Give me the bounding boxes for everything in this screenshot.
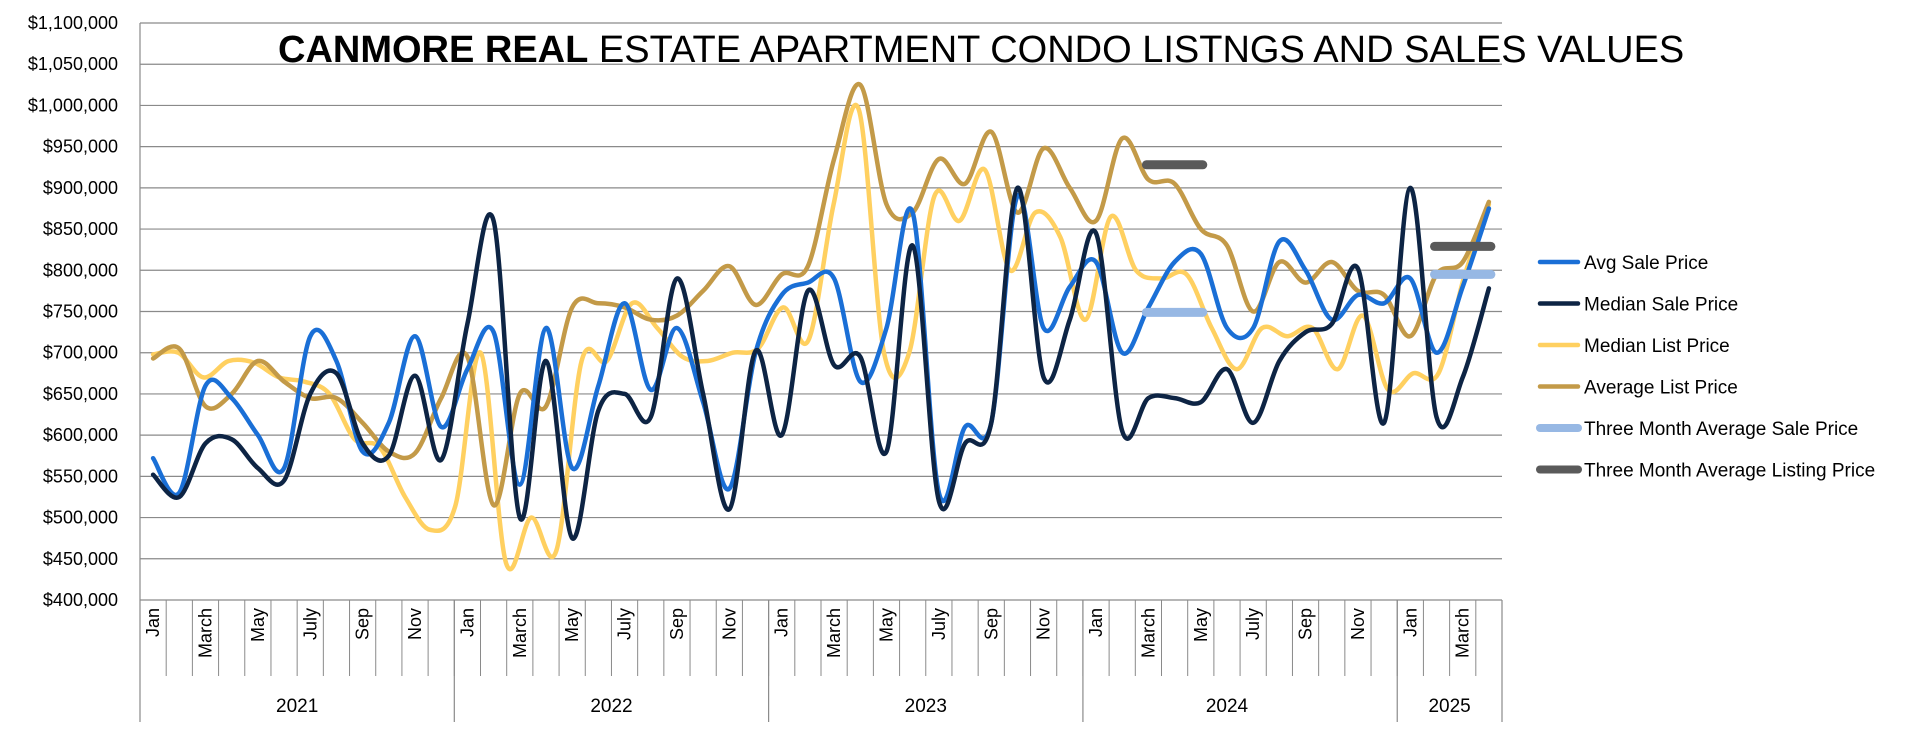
x-tick-label: Sep	[1296, 608, 1316, 640]
y-tick-label: $750,000	[43, 302, 118, 322]
legend-item: Three Month Average Listing Price	[1536, 461, 1875, 482]
x-tick-label: Jan	[143, 608, 163, 637]
year-label: 2024	[1206, 696, 1249, 717]
y-axis: $400,000 $450,000 $500,000 $550,000 $600,000…	[28, 13, 141, 722]
x-tick-label: Jan	[1086, 608, 1106, 637]
x-tick-label: July	[615, 608, 635, 640]
series-line-median-sale-price	[150, 185, 1492, 541]
x-tick-label: Jan	[772, 608, 792, 637]
x-tick-label: March	[195, 608, 215, 658]
chart-title: CANMORE REAL ESTATE APARTMENT CONDO LIST…	[278, 29, 1684, 71]
three-month-average-markers	[1141, 160, 1496, 317]
y-tick-label: $1,000,000	[28, 95, 118, 115]
grid-lines	[140, 22, 1502, 601]
year-label: 2022	[590, 696, 632, 717]
series-lines	[150, 81, 1492, 572]
x-tick-label: Nov	[405, 608, 425, 640]
x-tick-label: Nov	[1348, 608, 1368, 640]
x-tick-label: May	[562, 608, 582, 642]
x-tick-label: Nov	[1034, 608, 1054, 640]
legend-label: Avg Sale Price	[1584, 253, 1708, 274]
y-tick-label: $450,000	[43, 549, 118, 569]
series-line-avg-sale-price	[150, 192, 1492, 504]
year-label: 2025	[1428, 696, 1470, 717]
legend-label: Median List Price	[1584, 336, 1730, 357]
chart-title-bold: CANMORE REAL	[278, 29, 588, 71]
x-axis: Jan March May July Sep Nov Jan March May July Sep N…	[143, 600, 1503, 722]
legend-item: Avg Sale Price	[1537, 253, 1708, 274]
y-tick-label: $500,000	[43, 508, 118, 528]
x-tick-label: March	[1453, 608, 1473, 658]
x-tick-label: July	[300, 608, 320, 640]
y-tick-label: $800,000	[43, 260, 118, 280]
x-tick-label: Sep	[667, 608, 687, 640]
y-tick-label: $900,000	[43, 178, 118, 198]
x-tick-label: May	[876, 608, 896, 642]
chart-title-rest: ESTATE APARTMENT CONDO LISTNGS AND SALES…	[588, 29, 1684, 71]
y-tick-label: $650,000	[43, 384, 118, 404]
y-tick-label: $550,000	[43, 466, 118, 486]
x-tick-label: May	[248, 608, 268, 642]
legend: Avg Sale Price Median Sale Price Median Li…	[1536, 253, 1875, 482]
y-tick-label: $1,100,000	[28, 13, 118, 33]
x-tick-label: March	[1138, 608, 1158, 658]
year-label: 2021	[276, 696, 318, 717]
series-line-median-list-price	[150, 102, 1492, 572]
legend-item: Average List Price	[1537, 378, 1738, 399]
x-tick-label: Jan	[1400, 608, 1420, 637]
legend-item: Median Sale Price	[1537, 295, 1738, 316]
legend-item: Three Month Average Sale Price	[1536, 419, 1858, 440]
series-line-average-list-price	[150, 81, 1492, 508]
y-tick-label: $600,000	[43, 425, 118, 445]
x-tick-label: Jan	[457, 608, 477, 637]
legend-item: Median List Price	[1537, 336, 1730, 357]
legend-label: Average List Price	[1584, 378, 1738, 399]
x-tick-label: Sep	[981, 608, 1001, 640]
y-tick-label: $700,000	[43, 343, 118, 363]
y-tick-label: $950,000	[43, 137, 118, 157]
x-tick-label: March	[824, 608, 844, 658]
legend-label: Three Month Average Listing Price	[1584, 461, 1875, 482]
x-tick-label: July	[929, 608, 949, 640]
x-tick-label: May	[1191, 608, 1211, 642]
y-tick-label: $1,050,000	[28, 54, 118, 74]
y-tick-label: $850,000	[43, 219, 118, 239]
legend-label: Three Month Average Sale Price	[1584, 419, 1858, 440]
legend-label: Median Sale Price	[1584, 295, 1738, 316]
x-tick-label: July	[1243, 608, 1263, 640]
x-tick-label: March	[510, 608, 530, 658]
year-label: 2023	[905, 696, 947, 717]
x-tick-label: Nov	[719, 608, 739, 640]
y-tick-label: $400,000	[43, 590, 118, 610]
x-tick-label: Sep	[353, 608, 373, 640]
